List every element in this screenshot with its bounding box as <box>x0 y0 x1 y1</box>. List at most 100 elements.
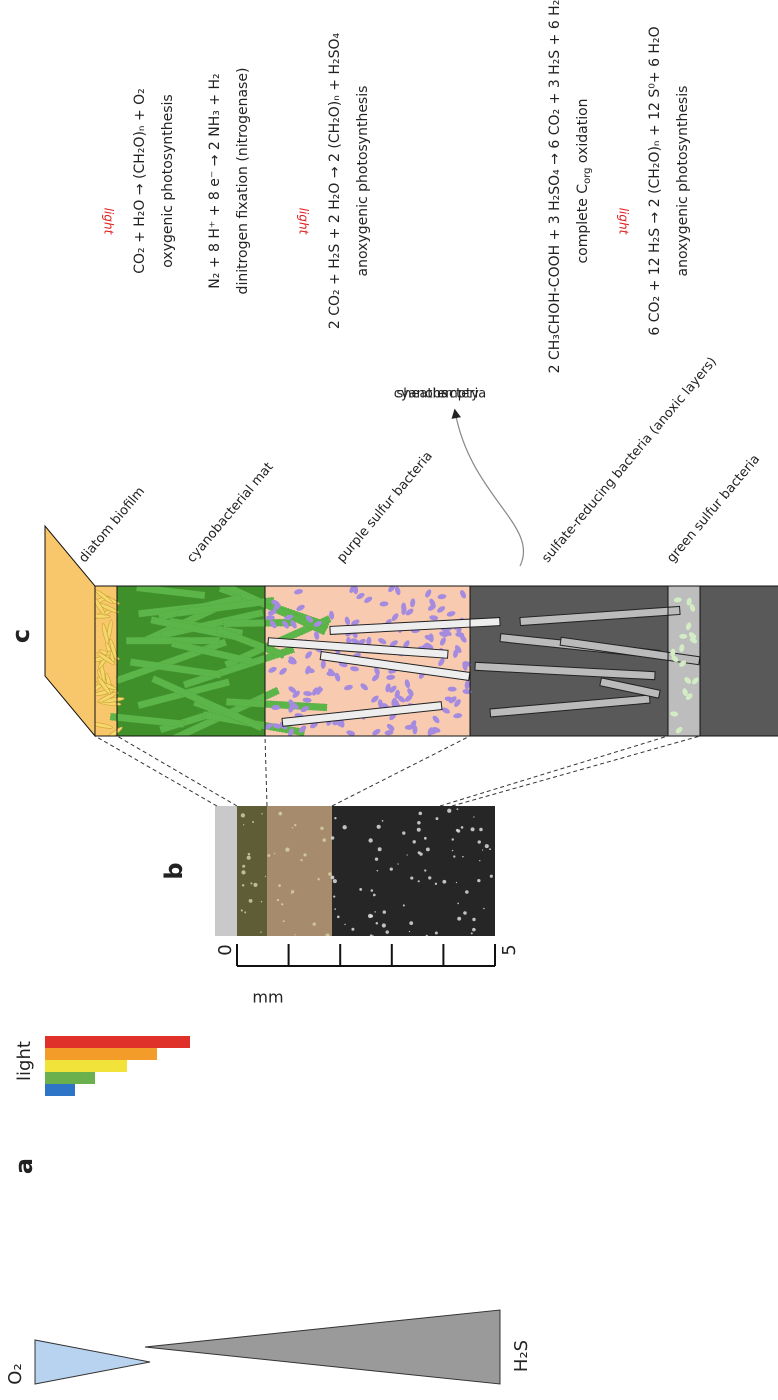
photo-speckle <box>472 928 476 932</box>
panel-label: b <box>160 862 188 879</box>
photo-speckle <box>417 821 421 825</box>
photo-speckle <box>370 914 373 917</box>
photo-speckle <box>457 917 461 921</box>
photo-speckle <box>334 817 336 819</box>
photo-speckle <box>331 836 334 839</box>
process: anoxygenic photosynthesis <box>675 86 691 277</box>
equation: 2 CH₃CHOH-COOH + 3 H₂SO₄ → 6 CO₂ + 3 H₂S… <box>547 0 563 373</box>
photo-speckle <box>278 884 281 887</box>
sheath-arrow <box>455 411 524 566</box>
photo-speckle <box>402 831 405 834</box>
photo-speckle <box>489 848 491 850</box>
h2s-gradient <box>145 1310 500 1384</box>
photo-speckle <box>242 865 245 868</box>
photo-speckle <box>241 870 245 874</box>
mat-photo <box>215 806 495 938</box>
purple-bacterium <box>448 687 457 692</box>
photo-speckle <box>303 853 306 856</box>
photo-speckle <box>334 908 336 910</box>
photo-speckle <box>250 882 252 884</box>
photo-speckle <box>482 849 483 850</box>
photo-speckle <box>291 890 294 893</box>
photo-speckle <box>413 840 416 843</box>
photo-speckle <box>463 911 467 915</box>
process-subscript: org <box>582 168 593 184</box>
scale-unit: mm <box>252 988 283 1007</box>
photo-speckle <box>377 825 381 829</box>
photo-speckle <box>465 890 469 894</box>
photo-speckle <box>417 828 421 832</box>
photo-speckle <box>461 826 464 829</box>
photo-speckle <box>418 812 422 816</box>
photo-speckle <box>471 827 475 831</box>
process: oxygenic photosynthesis <box>160 94 176 267</box>
photo-speckle <box>409 931 410 932</box>
equation: N₂ + 8 H⁺ + 8 e⁻ → 2 NH₃ + H₂ <box>207 73 223 288</box>
process: anoxygenic photosynthesis <box>355 86 371 277</box>
photo-speckle <box>261 813 263 815</box>
photo-speckle <box>419 852 422 855</box>
equation: 2 CO₂ + H₂S + 2 H₂O → 2 (CH₂O)ₙ + H₂SO₄ <box>327 32 343 329</box>
photo-speckle <box>477 879 480 882</box>
photo-speckle <box>370 934 373 937</box>
photo-speckle <box>248 853 251 856</box>
photo-speckle <box>418 880 420 882</box>
process: complete Corg oxidation <box>575 98 593 263</box>
photo-speckle <box>452 850 453 851</box>
photo-speckle <box>435 883 437 885</box>
photo-speckle <box>409 921 413 925</box>
photo-speckle <box>281 903 283 905</box>
photo-speckle <box>325 933 329 937</box>
photo-speckle <box>383 910 386 913</box>
photo-speckle <box>285 847 289 851</box>
photo-speckle <box>342 825 346 829</box>
photo-speckle <box>426 935 428 937</box>
light-bar <box>45 1060 127 1072</box>
photo-speckle <box>331 876 335 880</box>
photo-speckle <box>478 840 481 843</box>
photo-speckle <box>317 878 319 880</box>
photo-speckle <box>371 889 374 892</box>
photo-speckle <box>373 894 376 897</box>
photo-speckle <box>479 828 483 832</box>
panel-label: a <box>10 1158 38 1174</box>
scale-label: 5 <box>499 944 520 955</box>
photo-speckle <box>294 824 296 826</box>
note-text: sheaths <box>396 387 447 402</box>
figure: a O₂ H₂S light mm 0 5 b c <box>0 0 778 1396</box>
photo-speckle <box>457 829 460 832</box>
scale-ticks <box>237 944 495 966</box>
connector-lines <box>95 736 700 806</box>
photo-speckle <box>382 923 386 927</box>
photo-speckle <box>372 935 373 936</box>
light-label: light <box>102 208 116 236</box>
photo-speckle <box>376 922 379 925</box>
photo-speckle <box>375 857 378 860</box>
photo-speckle <box>294 934 295 935</box>
layer-label: cyanobacterial mat <box>184 460 276 566</box>
photo-speckle <box>447 809 451 813</box>
photo-speckle <box>244 911 246 913</box>
photo-speckle <box>490 875 493 878</box>
photo-speckle <box>328 872 332 876</box>
light-label: light <box>297 208 311 236</box>
photo-speckle <box>435 931 438 934</box>
photo-speckle <box>247 856 251 860</box>
photo-speckle <box>485 844 489 848</box>
light-bar <box>45 1072 95 1084</box>
photo-speckle <box>249 899 253 903</box>
photo-speckle <box>382 820 384 822</box>
photo-speckle <box>390 868 393 871</box>
photo-speckle <box>253 883 257 887</box>
layer-label: green sulfur bacteria <box>664 452 763 566</box>
process-text: complete C <box>575 184 591 264</box>
process-text: anoxygenic photosynthesis <box>355 86 371 277</box>
photo-speckle <box>452 838 454 840</box>
light-bar <box>45 1048 157 1060</box>
process-text: oxygenic photosynthesis <box>160 94 176 267</box>
photo-speckle <box>473 816 474 817</box>
process: dinitrogen fixation (nitrogenase) <box>235 68 251 295</box>
process-text: dinitrogen fixation (nitrogenase) <box>235 68 251 295</box>
photo-speckle <box>337 916 340 919</box>
photo-speckle <box>442 880 446 884</box>
